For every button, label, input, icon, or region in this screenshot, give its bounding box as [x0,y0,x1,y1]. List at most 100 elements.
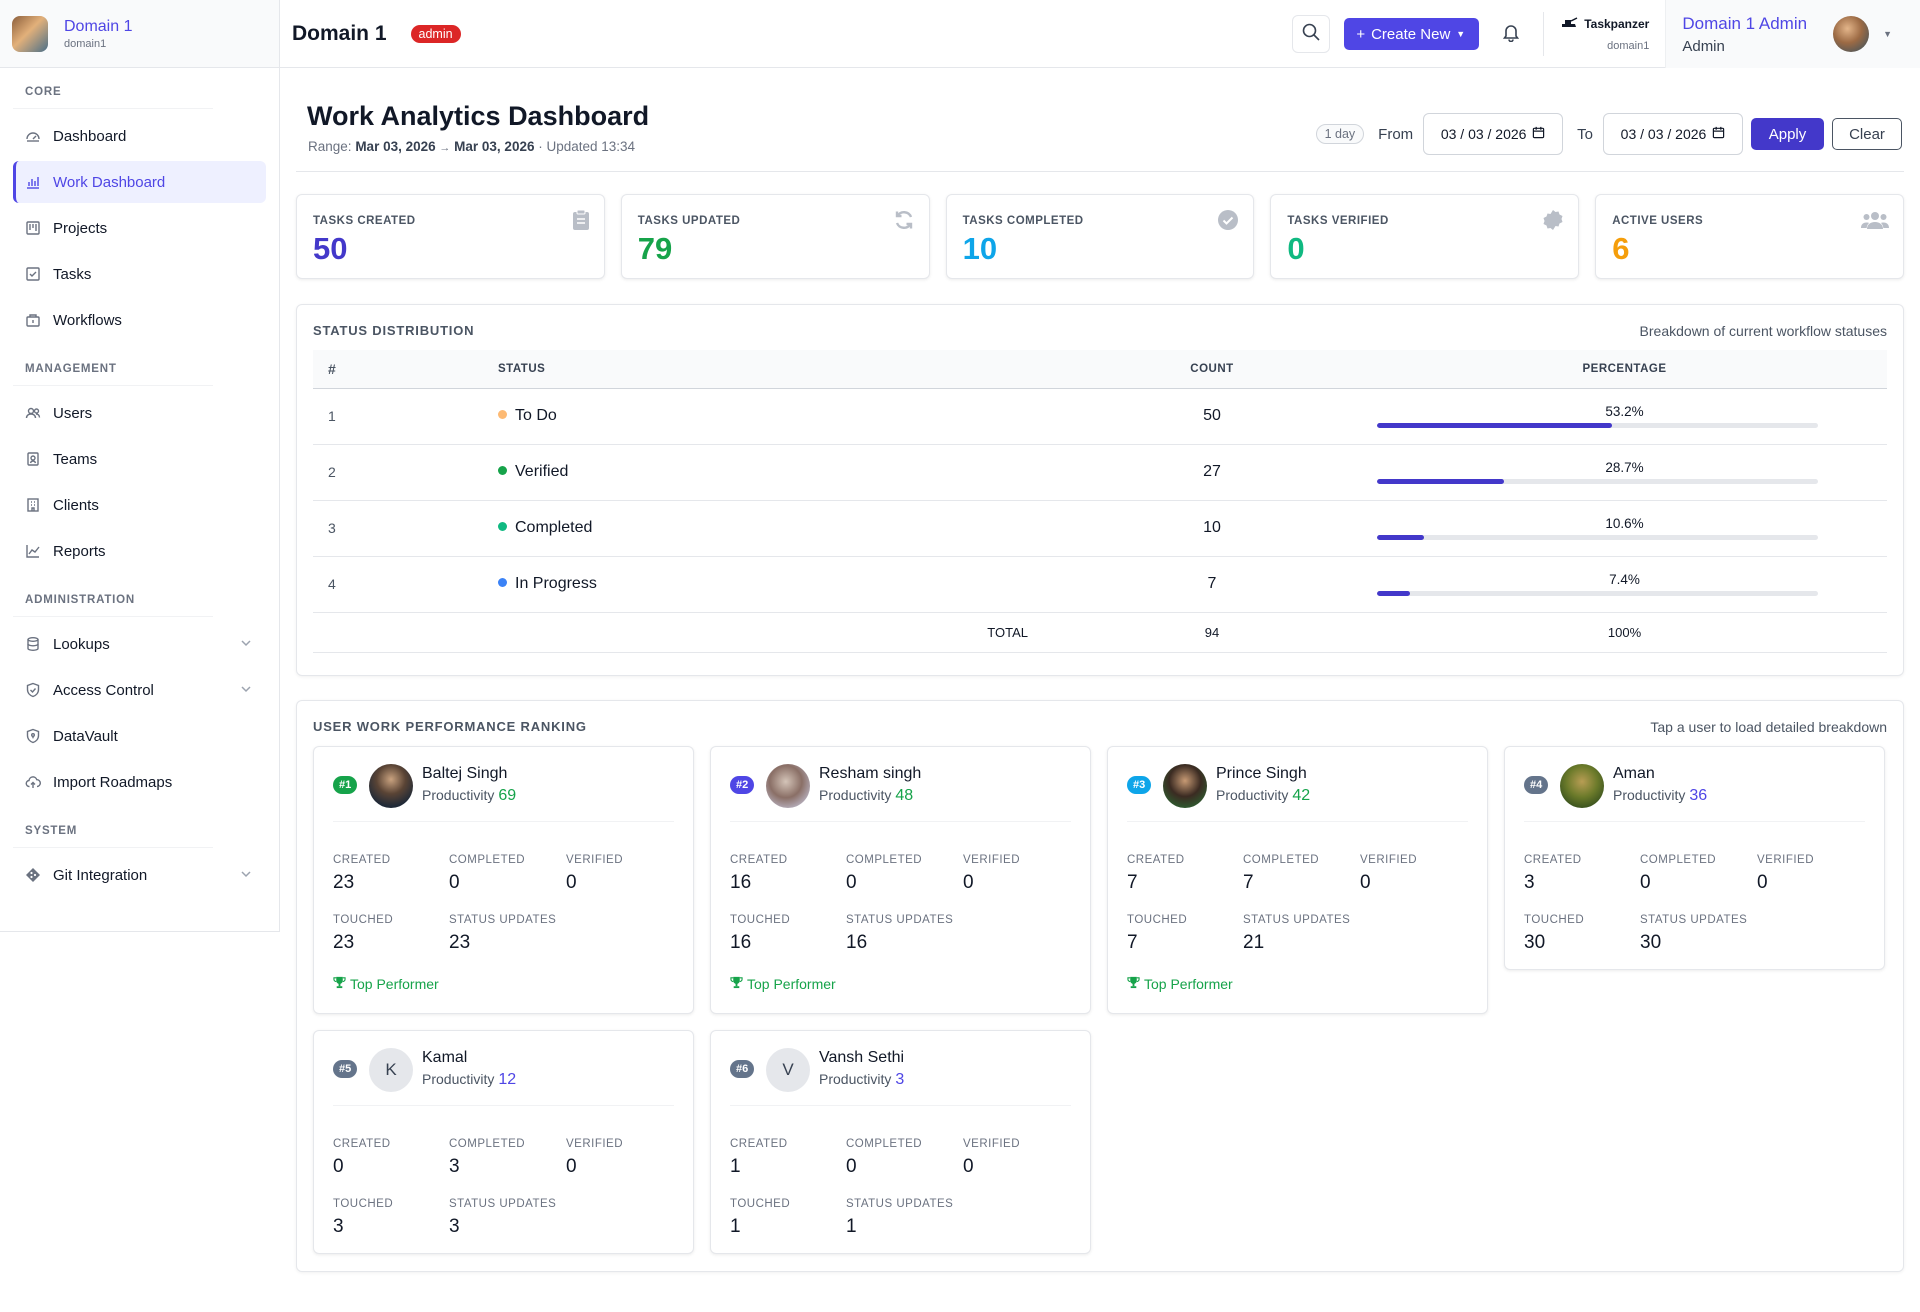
status-dot [498,522,507,532]
metric-label: STATUS UPDATES [846,1198,954,1210]
metric-verified: 0 [963,872,974,893]
metric-created: 16 [730,872,752,893]
taskpanzer-brand[interactable]: Taskpanzer domain1 [1560,16,1649,52]
range-from: Mar 03, 2026 [355,139,436,154]
from-date-input[interactable]: 03 / 03 / 2026 [1423,113,1564,155]
metric-label: COMPLETED [449,1138,526,1150]
to-date-input[interactable]: 03 / 03 / 2026 [1603,113,1743,155]
sidebar-item-users[interactable]: Users [13,392,266,434]
top-performer-badge: Top Performer [1127,976,1233,992]
progress-fill [1377,591,1410,596]
brand-avatar [12,15,48,52]
chevron-down-icon [240,682,252,699]
user-card[interactable]: #6 V Vansh Sethi Productivity 3 CREATED C… [710,1030,1091,1254]
range-to: Mar 03, 2026 [454,139,535,154]
stat-card-active-users: ACTIVE USERS 6 [1595,194,1904,279]
caret-down-icon: ▼ [1456,29,1466,39]
role-badge: admin [410,24,461,43]
nav-section-core: CORE Dashboard Work Dashboard Projects T… [0,68,279,341]
apply-button[interactable]: Apply [1751,118,1824,150]
building-icon [25,497,41,513]
user-card[interactable]: #4 Aman Productivity 36 CREATED COMPLETED… [1504,746,1885,970]
user-menu[interactable]: Domain 1 Admin Admin ▼ [1665,0,1920,68]
total-row: TOTAL 94 100% [313,612,1887,653]
user-ranking-panel: USER WORK PERFORMANCE RANKING Tap a user… [296,700,1904,1272]
sidebar-item-workflows[interactable]: Workflows [13,299,266,341]
create-new-button[interactable]: + Create New ▼ [1344,18,1480,50]
status-count: 50 [1062,388,1362,445]
top-performer-label: Top Performer [1144,976,1233,992]
metric-label: STATUS UPDATES [1243,914,1351,926]
metric-created: 7 [1127,872,1138,893]
user-card[interactable]: #2 Resham singh Productivity 48 CREATED C… [710,746,1091,1014]
status-table: # STATUS COUNT PERCENTAGE 1 To Do 50 53.… [313,350,1887,653]
progress-fill [1377,423,1612,428]
metric-label: CREATED [333,1138,391,1150]
progress-fill [1377,479,1504,484]
from-date-value: 03 / 03 / 2026 [1440,126,1527,142]
updated-time: · Updated 13:34 [538,139,636,154]
user-name: Prince Singh [1216,765,1307,782]
productivity-score: 69 [498,787,517,804]
create-new-label: Create New [1371,25,1451,43]
row-index: 3 [313,500,498,557]
column-header: STATUS [498,350,1062,389]
sidebar-item-reports[interactable]: Reports [13,530,266,572]
sidebar-item-label: Tasks [53,265,92,283]
table-row: 1 To Do 50 53.2% [313,388,1887,445]
calendar-icon [1712,126,1725,142]
stat-label: TASKS CREATED [313,215,416,227]
sidebar-item-work-dashboard[interactable]: Work Dashboard [13,161,266,203]
sidebar-item-tasks[interactable]: Tasks [13,253,266,295]
progress-bar [1377,479,1818,484]
sidebar-item-datavault[interactable]: DataVault [13,715,266,757]
user-card[interactable]: #1 Baltej Singh Productivity 69 CREATED C… [313,746,694,1014]
sidebar-item-dashboard[interactable]: Dashboard [13,115,266,157]
sidebar-item-projects[interactable]: Projects [13,207,266,249]
clear-button[interactable]: Clear [1832,118,1902,150]
notifications-button[interactable] [1501,22,1521,46]
avatar [369,764,413,808]
sidebar-item-label: Access Control [53,681,154,699]
metric-label: COMPLETED [1243,854,1320,866]
metric-label: STATUS UPDATES [1640,914,1748,926]
top-performer-label: Top Performer [747,976,836,992]
sidebar-item-access-control[interactable]: Access Control [13,669,266,711]
progress-bar [1377,535,1818,540]
status-percentage: 53.2% [1605,404,1644,419]
search-button[interactable] [1292,15,1331,53]
sidebar-item-clients[interactable]: Clients [13,484,266,526]
rank-badge: #5 [333,1060,358,1078]
productivity-label: Productivity [819,1071,892,1087]
range-arrow: → [439,142,451,154]
user-card[interactable]: #3 Prince Singh Productivity 42 CREATED C… [1107,746,1488,1014]
productivity: Productivity 69 [422,787,516,805]
productivity-score: 36 [1689,787,1708,804]
status-percentage: 28.7% [1605,460,1644,475]
sidebar-item-git-integration[interactable]: Git Integration [13,854,266,896]
metric-verified: 0 [566,872,577,893]
user-card[interactable]: #5 K Kamal Productivity 12 CREATED COMPLE… [313,1030,694,1254]
check-circle-icon [1217,209,1239,235]
sidebar-item-lookups[interactable]: Lookups [13,623,266,665]
metric-label: TOUCHED [730,1198,791,1210]
users-icon [25,405,41,421]
page-title: Work Analytics Dashboard [307,101,650,131]
divider [333,1105,674,1106]
sidebar-item-teams[interactable]: Teams [13,438,266,480]
sidebar-item-label: Import Roadmaps [53,773,173,791]
metric-touched: 3 [333,1216,344,1237]
metric-label: STATUS UPDATES [846,914,954,926]
avatar: V [766,1048,810,1092]
metric-label: TOUCHED [730,914,791,926]
user-name: Resham singh [819,765,922,782]
sidebar-item-import-roadmaps[interactable]: Import Roadmaps [13,761,266,803]
avatar [1833,16,1870,52]
shield-icon [25,682,41,698]
sidebar-item-label: Lookups [53,635,110,653]
user-card-grid: #1 Baltej Singh Productivity 69 CREATED C… [313,746,1887,1254]
sidebar-item-label: Clients [53,496,99,514]
table-row: 4 In Progress 7 7.4% [313,556,1887,613]
brand-block[interactable]: Domain 1 domain1 [0,0,279,68]
rank-badge: #4 [1524,776,1549,794]
